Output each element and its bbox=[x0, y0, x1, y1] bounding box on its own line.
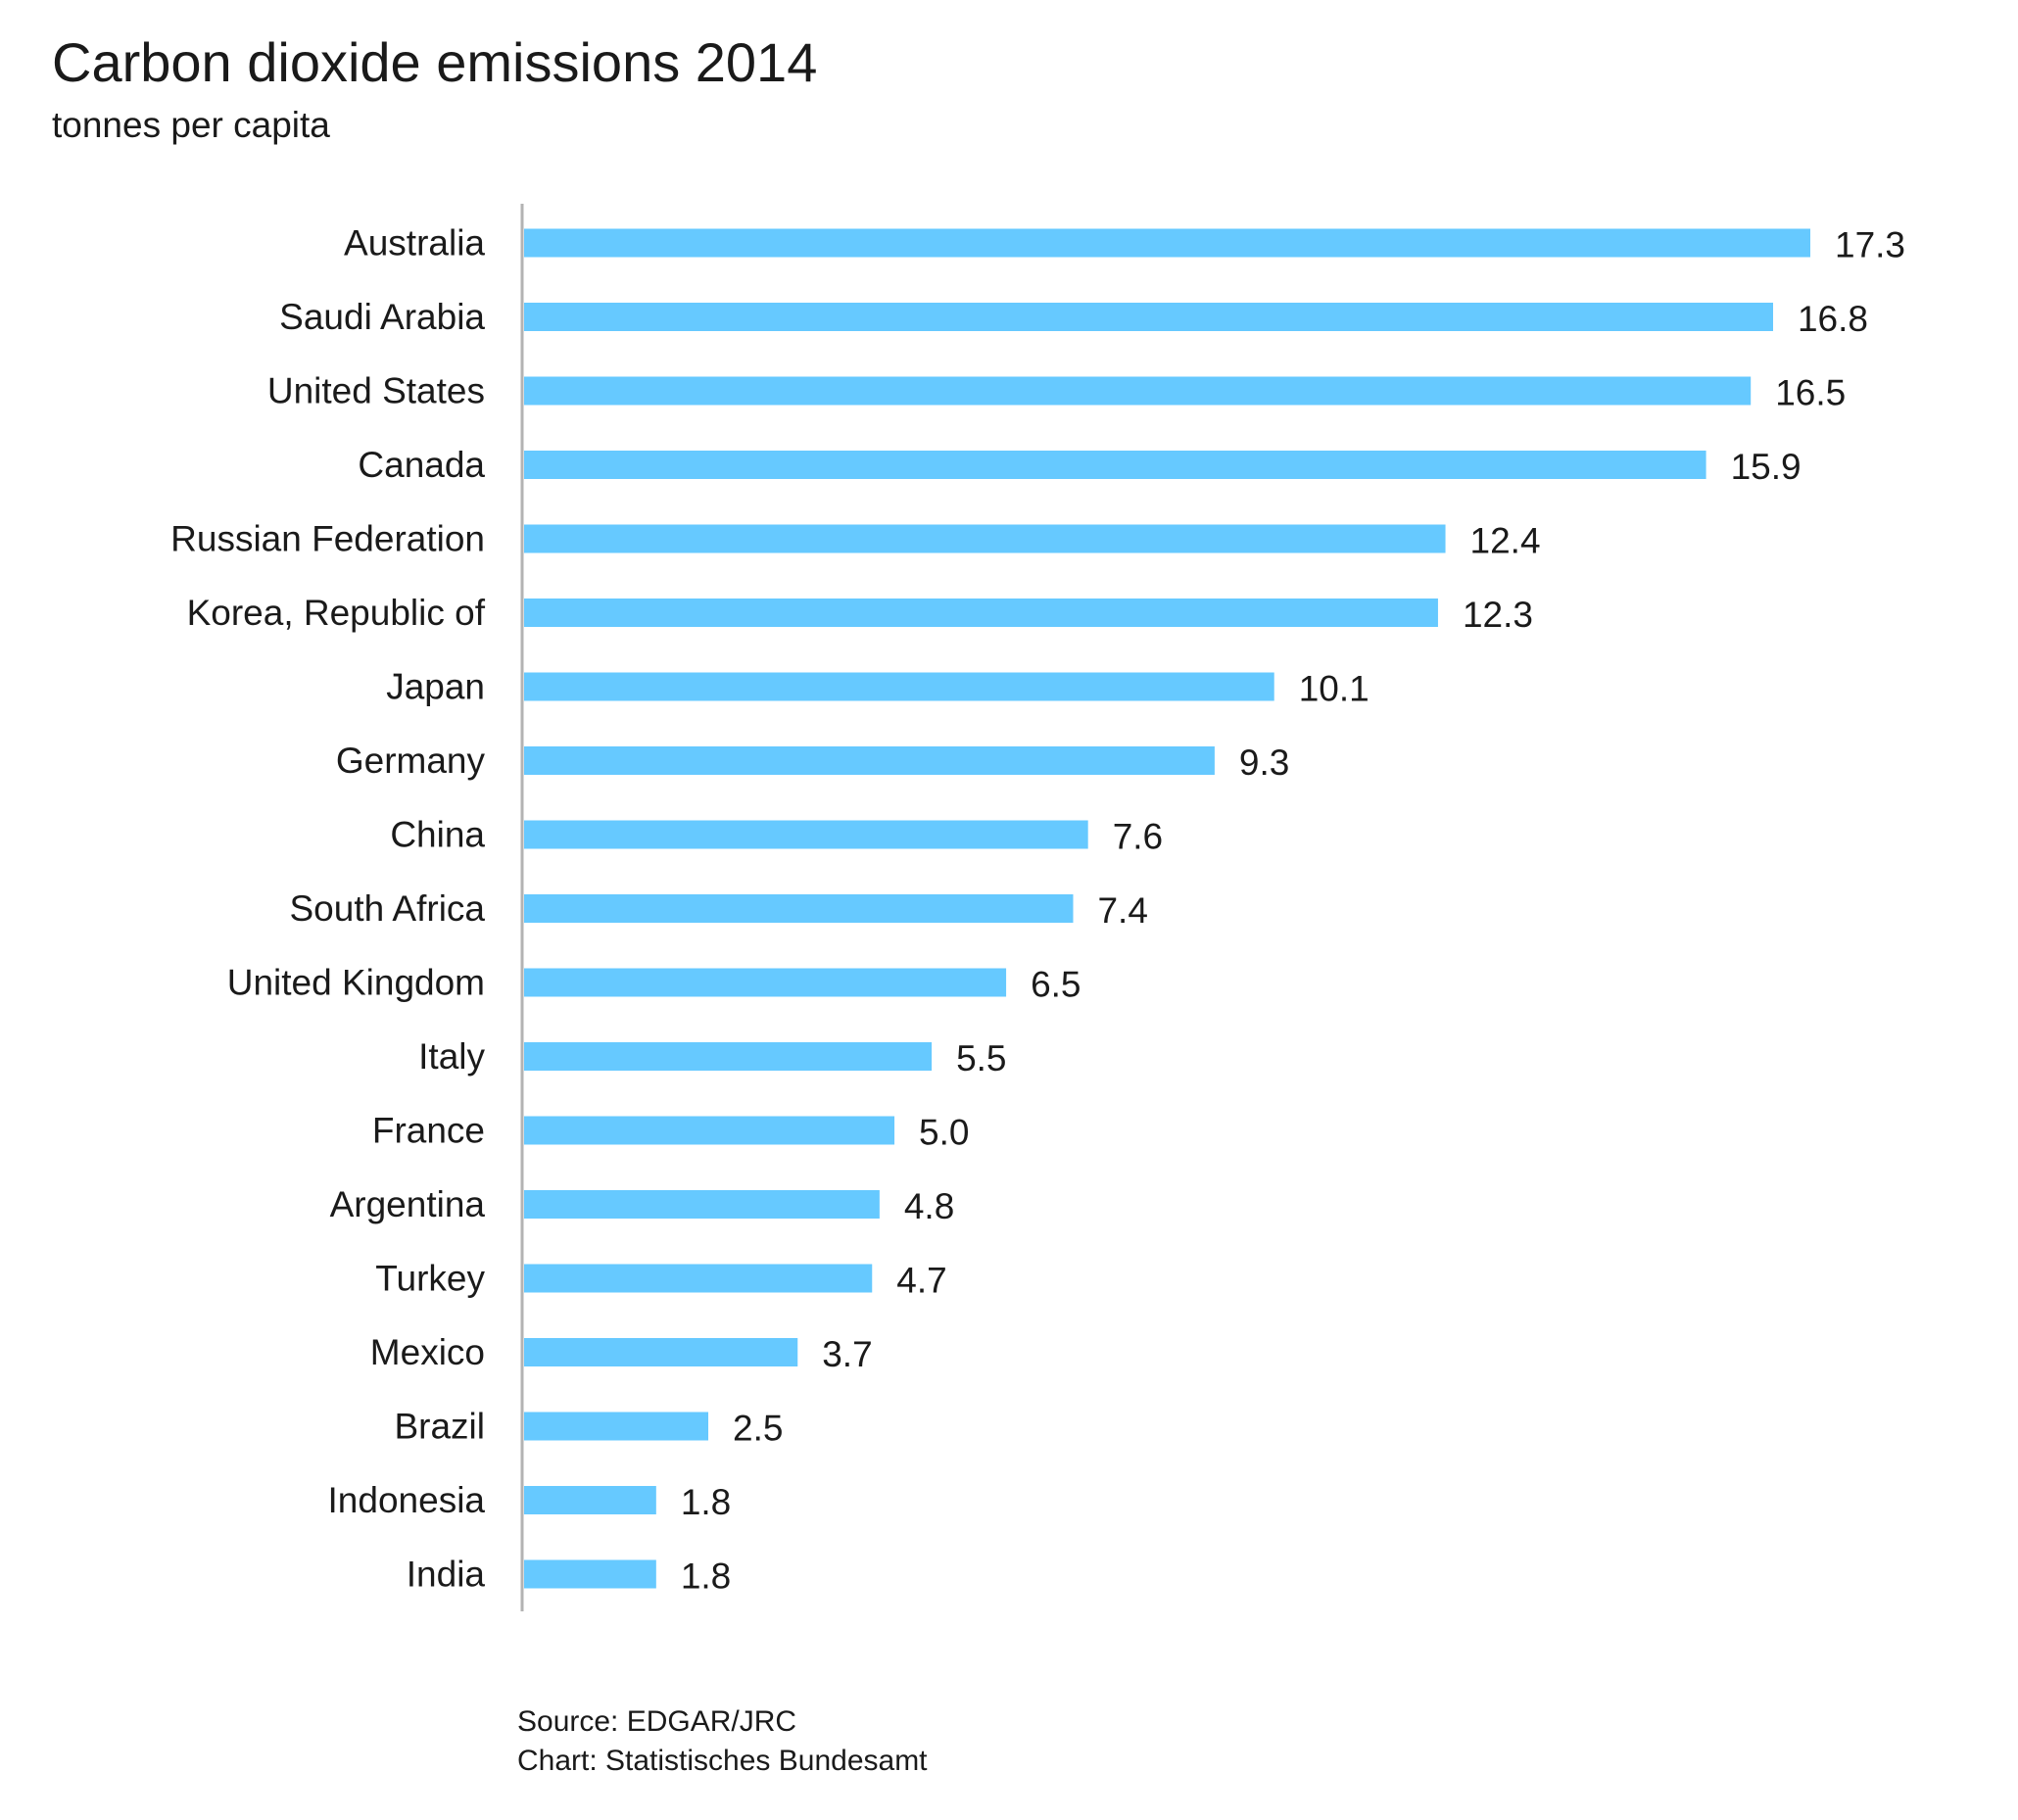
chart-source: Source: EDGAR/JRC Chart: Statistisches B… bbox=[517, 1702, 928, 1781]
category-label: Argentina bbox=[330, 1184, 486, 1224]
bar bbox=[524, 599, 1438, 627]
category-label: Mexico bbox=[370, 1332, 485, 1372]
bar bbox=[524, 376, 1752, 406]
category-label: Turkey bbox=[375, 1259, 485, 1299]
value-label: 6.5 bbox=[1031, 965, 1081, 1005]
bar bbox=[524, 968, 1007, 997]
bar bbox=[524, 1116, 895, 1145]
category-label: France bbox=[372, 1111, 485, 1151]
category-label: Indonesia bbox=[328, 1480, 486, 1520]
category-label: Australia bbox=[344, 223, 485, 263]
bar bbox=[524, 303, 1773, 331]
value-label: 12.4 bbox=[1470, 521, 1541, 561]
value-label: 12.3 bbox=[1463, 595, 1533, 635]
value-label: 1.8 bbox=[681, 1557, 731, 1597]
credit-line: Chart: Statistisches Bundesamt bbox=[517, 1745, 928, 1777]
value-label: 17.3 bbox=[1835, 225, 1905, 265]
value-label: 15.9 bbox=[1731, 447, 1802, 487]
value-label: 1.8 bbox=[681, 1482, 731, 1522]
category-label: Brazil bbox=[394, 1407, 485, 1447]
value-label: 7.4 bbox=[1097, 890, 1147, 931]
bar bbox=[524, 228, 1810, 258]
category-label: Japan bbox=[386, 667, 485, 707]
value-label: 10.1 bbox=[1299, 669, 1369, 709]
value-label: 4.7 bbox=[896, 1261, 946, 1301]
value-label: 5.5 bbox=[956, 1038, 1006, 1078]
bar bbox=[524, 894, 1074, 923]
bar-chart: Australia 17.3 Saudi Arabia 16.8 United Stat… bbox=[170, 204, 1905, 1611]
category-label: India bbox=[407, 1555, 486, 1595]
value-label: 2.5 bbox=[733, 1409, 783, 1449]
category-label: Italy bbox=[418, 1036, 485, 1077]
value-label: 4.8 bbox=[904, 1186, 954, 1226]
bar bbox=[524, 746, 1215, 775]
value-label: 9.3 bbox=[1239, 742, 1289, 783]
bar bbox=[524, 672, 1274, 701]
category-label: Germany bbox=[336, 741, 486, 781]
value-label: 16.5 bbox=[1775, 373, 1846, 413]
category-label: South Africa bbox=[289, 888, 485, 929]
source-line: Source: EDGAR/JRC bbox=[517, 1705, 797, 1738]
value-label: 7.6 bbox=[1113, 817, 1163, 857]
category-label: Canada bbox=[358, 445, 485, 485]
category-label: United Kingdom bbox=[227, 963, 485, 1003]
chart-subtitle: tonnes per capita bbox=[52, 105, 330, 145]
bar bbox=[524, 1338, 798, 1366]
bar bbox=[524, 1264, 873, 1293]
value-label: 5.0 bbox=[919, 1113, 969, 1153]
bar bbox=[524, 1042, 933, 1071]
bar bbox=[524, 1190, 880, 1219]
category-label: Saudi Arabia bbox=[279, 297, 485, 337]
chart-title: Carbon dioxide emissions 2014 bbox=[52, 31, 818, 93]
bar bbox=[524, 820, 1088, 849]
bar bbox=[524, 524, 1446, 553]
category-label: Korea, Republic of bbox=[187, 593, 486, 633]
value-label: 16.8 bbox=[1798, 299, 1868, 339]
category-label: United States bbox=[267, 371, 485, 411]
bar bbox=[524, 1486, 656, 1514]
bar bbox=[524, 451, 1706, 479]
category-label: China bbox=[390, 815, 485, 855]
bar bbox=[524, 1412, 709, 1441]
bar bbox=[524, 1559, 656, 1589]
value-label: 3.7 bbox=[822, 1334, 872, 1374]
category-label: Russian Federation bbox=[170, 519, 485, 559]
